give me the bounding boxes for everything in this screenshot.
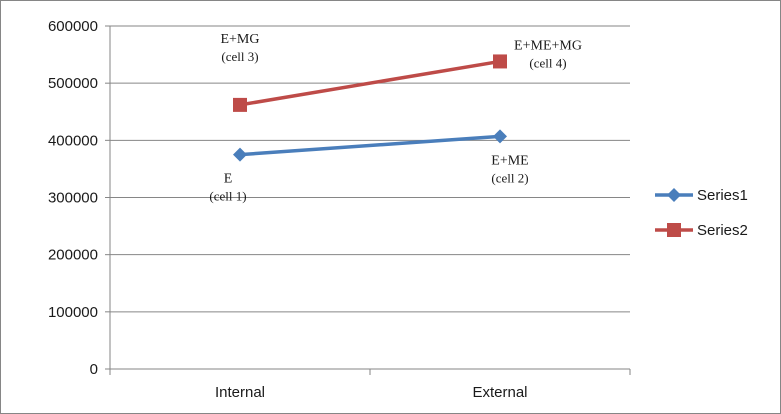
y-tick-label: 600000	[48, 18, 98, 35]
x-tick-label: Internal	[215, 384, 265, 401]
legend: Series1 Series2	[655, 187, 748, 239]
point-label-cell: (cell 2)	[491, 170, 528, 185]
data-point	[493, 54, 507, 69]
legend-label: Series1	[697, 187, 748, 204]
legend-marker	[667, 188, 681, 202]
point-label-cell: (cell 1)	[209, 189, 246, 204]
x-tick-label: External	[472, 384, 527, 401]
y-tick-labels: 0 100000 200000 300000 400000 500000 600000	[48, 18, 98, 378]
point-label-cell: (cell 4)	[529, 55, 566, 70]
point-label: E+MG	[220, 32, 259, 47]
point-label: E	[224, 172, 233, 187]
data-point	[233, 97, 247, 112]
point-annotations: E (cell 1) E+ME (cell 2) E+MG (cell 3) E+ME+MG…	[209, 32, 582, 204]
series-line-1	[239, 134, 501, 157]
y-tick-label: 300000	[48, 190, 98, 207]
x-tick-labels: Internal External	[215, 384, 528, 401]
point-label: E+ME	[491, 153, 528, 168]
y-tick-label: 200000	[48, 247, 98, 264]
series-lines	[233, 54, 507, 162]
y-tick-label: 100000	[48, 304, 98, 321]
point-label: E+ME+MG	[514, 38, 582, 53]
legend-label: Series2	[697, 222, 748, 239]
y-tick-label: 500000	[48, 75, 98, 92]
y-tick-label: 400000	[48, 132, 98, 149]
point-label-cell: (cell 3)	[221, 49, 258, 64]
series-line-2	[239, 59, 501, 107]
legend-marker	[667, 223, 681, 237]
y-tick-label: 0	[90, 361, 98, 378]
axes	[105, 25, 631, 375]
data-point	[233, 147, 247, 162]
data-point	[493, 129, 507, 144]
